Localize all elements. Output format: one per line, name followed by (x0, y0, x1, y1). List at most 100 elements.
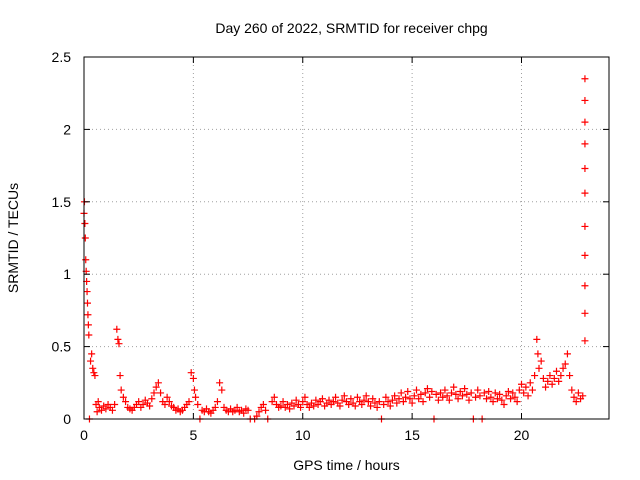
data-point (318, 395, 326, 403)
data-point (404, 387, 412, 395)
data-point (513, 398, 521, 406)
data-point (581, 251, 589, 259)
data-point (480, 389, 488, 397)
data-point (332, 393, 340, 401)
data-point (117, 386, 125, 394)
data-point (325, 396, 333, 404)
data-point (500, 401, 508, 409)
data-point (391, 392, 399, 400)
data-point (561, 360, 569, 368)
data-point (353, 393, 361, 401)
data-point (283, 401, 291, 409)
x-tick-label: 15 (404, 427, 420, 443)
data-point (546, 372, 554, 380)
data-point (93, 408, 101, 416)
data-point (452, 390, 460, 398)
data-point (338, 396, 346, 404)
data-point (364, 398, 372, 406)
data-point (489, 398, 497, 406)
data-point (465, 396, 473, 404)
data-point (522, 383, 530, 391)
data-markers (80, 75, 589, 423)
data-point (369, 395, 377, 403)
data-point (375, 398, 383, 406)
y-tick-label: 2 (63, 121, 71, 137)
data-point (185, 398, 193, 406)
data-point (511, 393, 519, 401)
data-point (493, 395, 501, 403)
data-point (84, 299, 91, 307)
data-point (581, 164, 589, 172)
data-point (581, 337, 589, 345)
data-point (406, 395, 414, 403)
data-point (572, 398, 580, 406)
data-point (415, 395, 423, 403)
data-point (553, 367, 560, 375)
data-point (559, 364, 567, 372)
x-tick-label: 0 (80, 427, 88, 443)
data-point (504, 387, 512, 395)
data-point (550, 374, 558, 382)
data-point (150, 389, 158, 397)
plot-frame (83, 56, 610, 420)
data-point (286, 405, 294, 413)
data-point (563, 350, 571, 358)
data-point (216, 379, 224, 387)
data-point (581, 189, 589, 197)
data-point (509, 389, 517, 397)
data-point (531, 372, 539, 380)
data-point (187, 369, 195, 377)
data-point (382, 393, 390, 401)
data-point (456, 387, 464, 395)
data-point (448, 389, 455, 397)
data-point (399, 398, 407, 406)
data-point (539, 374, 547, 382)
data-point (524, 392, 532, 400)
x-tick-label: 5 (189, 427, 197, 443)
data-point (81, 220, 89, 228)
data-point (347, 395, 355, 403)
data-point (542, 383, 550, 391)
data-point (290, 402, 298, 410)
data-point (498, 396, 506, 404)
data-point (146, 402, 154, 410)
data-point (305, 403, 313, 411)
grid-lines (84, 57, 609, 419)
data-point (194, 401, 202, 409)
data-point (152, 383, 160, 391)
data-point (450, 383, 458, 391)
data-point (533, 335, 541, 343)
data-point (192, 393, 200, 401)
data-point (116, 372, 124, 380)
data-point (555, 377, 563, 385)
y-tick-label: 0.5 (52, 339, 72, 355)
data-point (474, 386, 482, 394)
y-axis-title: SRMTID / TECUs (5, 183, 21, 293)
data-point (279, 398, 287, 406)
y-tick-label: 2.5 (52, 49, 72, 65)
y-tick-label: 1 (63, 266, 71, 282)
data-point (485, 387, 493, 395)
data-point (463, 390, 471, 398)
data-point (544, 377, 552, 385)
data-point (570, 393, 578, 401)
data-point (190, 386, 198, 394)
data-point (441, 386, 449, 394)
data-point (410, 392, 418, 400)
data-point (483, 395, 490, 403)
data-point (520, 389, 528, 397)
data-point (154, 379, 162, 387)
data-point (262, 406, 270, 414)
data-point (115, 340, 123, 348)
data-point (380, 401, 388, 409)
data-point (568, 386, 576, 394)
data-point (419, 398, 427, 406)
data-point (301, 393, 309, 401)
data-point (89, 364, 97, 372)
data-point (581, 309, 589, 317)
data-point (299, 398, 307, 406)
data-point (581, 75, 589, 83)
data-point (579, 392, 587, 400)
data-point (467, 389, 475, 397)
data-point (476, 392, 484, 400)
